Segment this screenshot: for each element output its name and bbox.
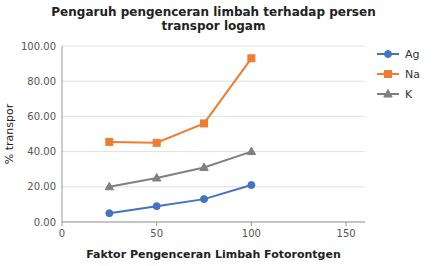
legend-label: Ag (405, 48, 420, 61)
series-0 (106, 182, 255, 217)
x-axis-label: Faktor Pengenceran Limbah Fotorontgen (86, 248, 341, 261)
point (248, 182, 255, 189)
point (106, 138, 113, 145)
point (153, 139, 160, 146)
point (152, 174, 160, 182)
grid-line (62, 222, 365, 223)
chart-container: Pengaruh pengenceran limbah terhadap per… (0, 0, 445, 266)
point (200, 163, 208, 171)
point (105, 182, 113, 190)
y-axis-line (62, 46, 63, 222)
grid-line (62, 151, 365, 152)
x-tick (62, 222, 63, 226)
series-line (109, 58, 251, 142)
y-tick-label: 80.00 (27, 76, 56, 87)
legend-marker (384, 90, 392, 98)
y-tick-label: 40.00 (27, 146, 56, 157)
legend-label: Na (405, 68, 420, 81)
chart-svg: Pengaruh pengenceran limbah terhadap per… (0, 0, 445, 266)
legend: Ag Na K (377, 48, 420, 101)
point (201, 196, 208, 203)
title-line: Pengaruh pengenceran limbah terhadap per… (51, 5, 375, 19)
grid-line (62, 116, 365, 117)
legend-marker (385, 51, 392, 58)
point (247, 147, 255, 155)
plot-area (105, 55, 255, 217)
y-tick-label: 100.00 (21, 41, 56, 52)
point (248, 55, 255, 62)
y-axis-label: % transpor (3, 103, 16, 164)
title-line: transpor logam (162, 19, 266, 33)
x-tick-label: 100 (242, 228, 261, 239)
x-tick-label: 150 (337, 228, 356, 239)
series-line (109, 152, 251, 187)
x-tick (156, 222, 157, 226)
series-1 (106, 55, 255, 146)
grid-line (62, 46, 365, 47)
x-axis-line (62, 222, 365, 223)
series-2 (105, 147, 255, 190)
y-tick-label: 20.00 (27, 181, 56, 192)
y-tick-label: 0.00 (34, 217, 56, 228)
grid (62, 46, 365, 222)
point (153, 203, 160, 210)
point (201, 120, 208, 127)
point (106, 210, 113, 217)
x-tick-label: 0 (59, 228, 65, 239)
legend-marker (385, 71, 392, 78)
title: Pengaruh pengenceran limbah terhadap per… (51, 5, 375, 33)
series-line (109, 185, 251, 213)
legend-label: K (405, 88, 413, 101)
x-tick (251, 222, 252, 226)
x-tick-label: 50 (150, 228, 163, 239)
y-tick-label: 60.00 (27, 111, 56, 122)
x-tick (346, 222, 347, 226)
grid-line (62, 81, 365, 82)
